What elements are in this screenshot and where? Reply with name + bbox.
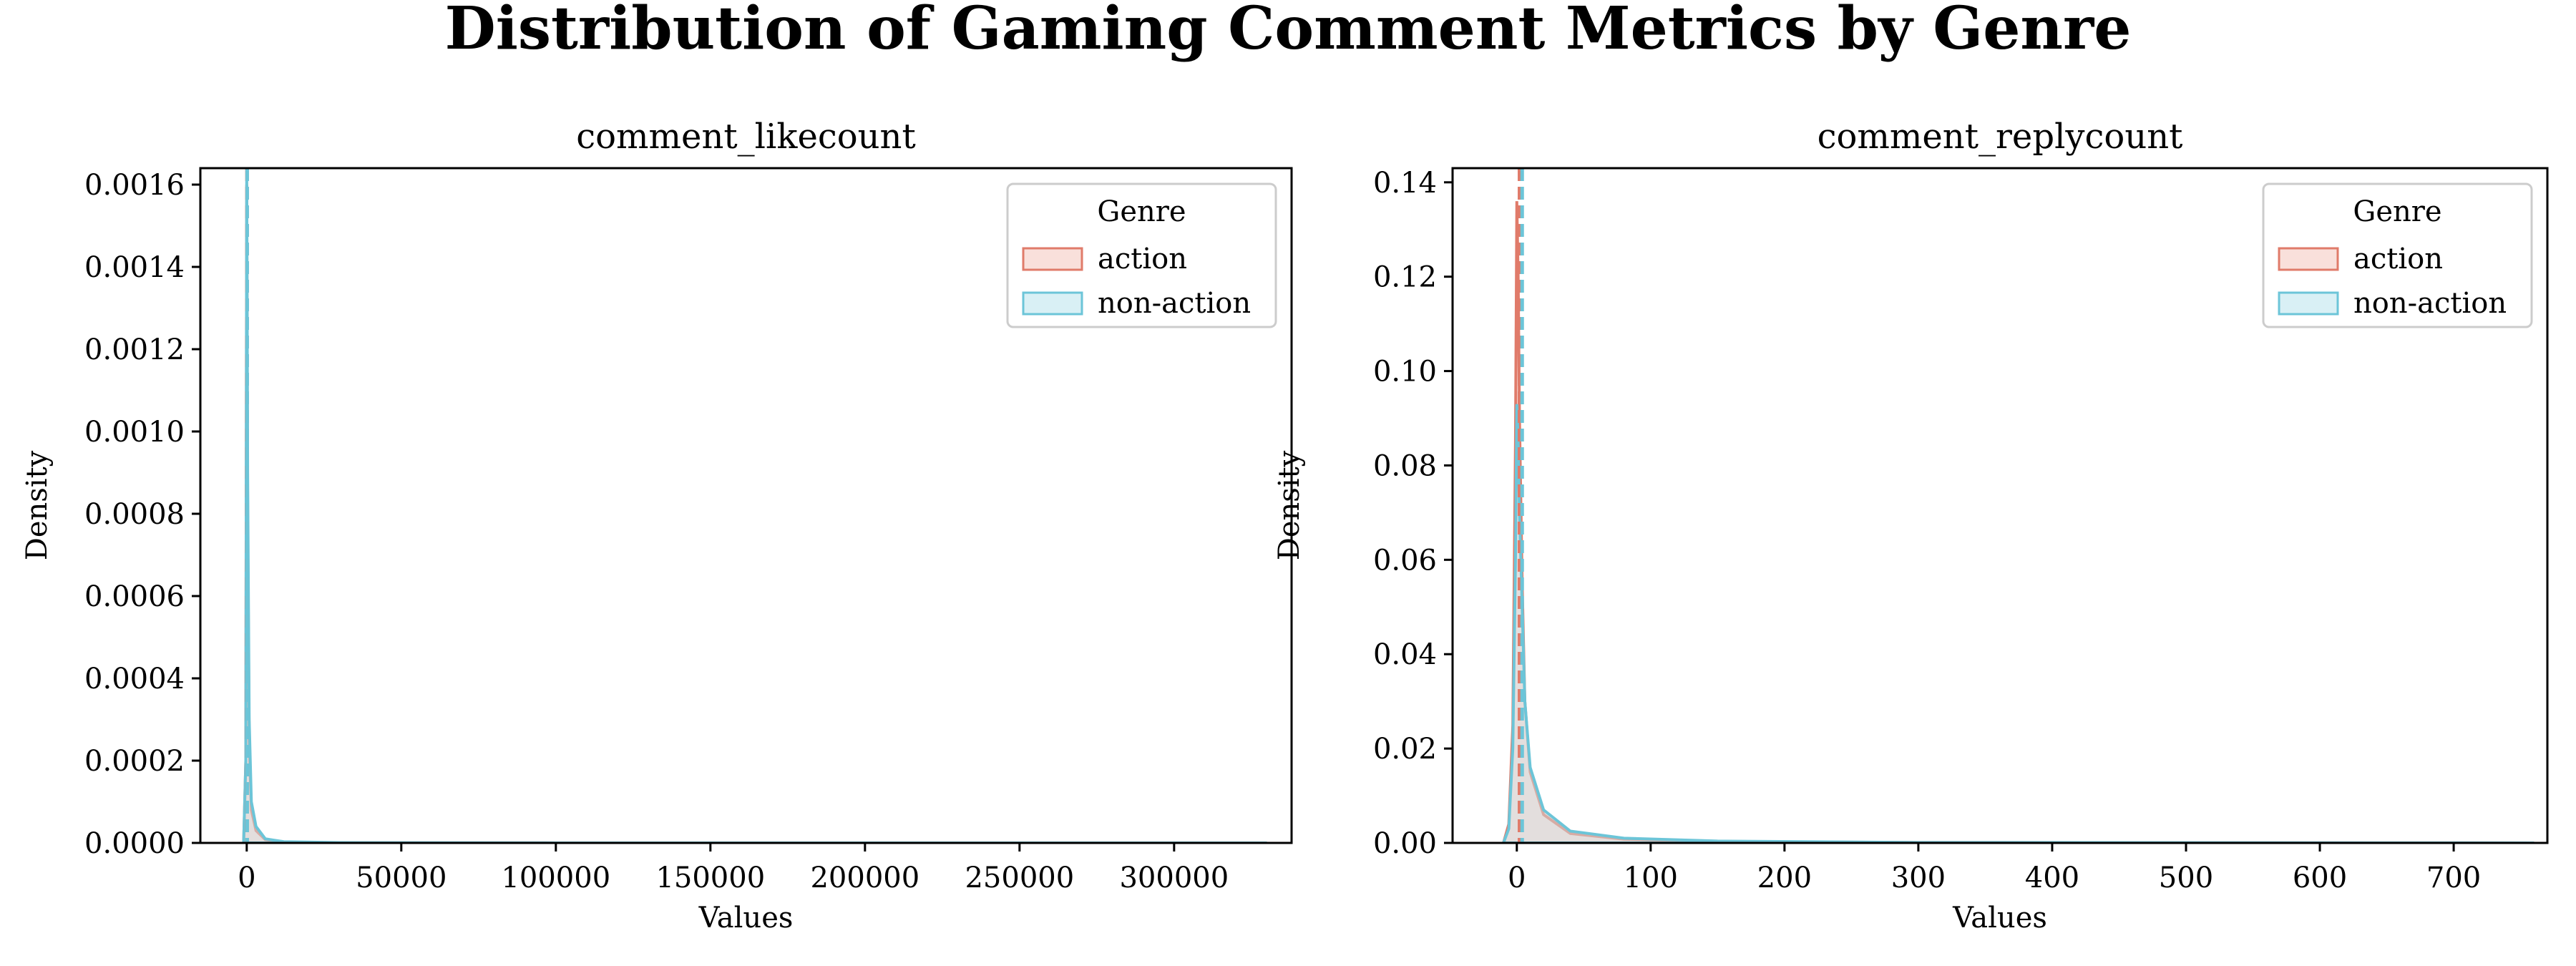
x-tick-label: 100 <box>1624 862 1678 894</box>
y-tick-label: 0.06 <box>1373 544 1437 577</box>
y-tick-label: 0.0004 <box>84 663 185 696</box>
y-tick-label: 0.0010 <box>84 416 185 449</box>
x-tick-label: 600 <box>2293 862 2347 894</box>
legend: Genre action non-action <box>1006 182 1277 328</box>
density-area-non-action <box>1501 404 2534 843</box>
y-tick-label: 0.14 <box>1373 167 1437 200</box>
x-tick-label: 500 <box>2159 862 2213 894</box>
x-tick-label: 300000 <box>1119 862 1229 894</box>
legend-swatch-action <box>2278 247 2339 271</box>
y-tick-label: 0.0008 <box>84 498 185 531</box>
legend-label-action: action <box>1098 243 1187 275</box>
legend-box <box>2262 182 2533 328</box>
y-axis-label: Density <box>1273 450 1306 560</box>
y-tick-label: 0.10 <box>1373 356 1437 389</box>
x-tick-label: 150000 <box>655 862 765 894</box>
y-tick-label: 0.0006 <box>84 580 185 613</box>
subplot-title: comment_likecount <box>576 117 916 157</box>
y-tick-label: 0.04 <box>1373 638 1437 671</box>
y-tick-label: 0.0012 <box>84 333 185 366</box>
x-tick-label: 400 <box>2025 862 2079 894</box>
x-tick-label: 0 <box>1508 862 1526 894</box>
legend-title: Genre <box>1097 195 1186 228</box>
x-axis-label: Values <box>1952 902 2047 935</box>
x-tick-label: 700 <box>2426 862 2481 894</box>
x-tick-label: 200000 <box>810 862 919 894</box>
legend-label-action: action <box>2353 243 2443 275</box>
y-tick-label: 0.0002 <box>84 745 185 778</box>
x-tick-label: 0 <box>238 862 255 894</box>
legend-title: Genre <box>2353 195 2441 228</box>
subplot-title: comment_replycount <box>1818 117 2183 157</box>
axes-frame <box>1451 167 2549 844</box>
legend-box <box>1006 182 1277 328</box>
x-tick-label: 250000 <box>965 862 1074 894</box>
subplot-1: 0 50000 100000 150000 200000 250000 300000 0.00… <box>21 117 1293 935</box>
legend: Genre action non-action <box>2262 182 2533 328</box>
y-tick-label: 0.0000 <box>84 827 185 860</box>
y-tick-label: 0.00 <box>1373 827 1437 860</box>
y-tick-label: 0.02 <box>1373 733 1437 766</box>
x-tick-label: 300 <box>1891 862 1946 894</box>
x-tick-label: 200 <box>1757 862 1812 894</box>
figure-title: Distribution of Gaming Comment Metrics b… <box>444 0 2132 63</box>
x-tick-label: 50000 <box>356 862 447 894</box>
legend-swatch-non-action <box>1022 291 1083 316</box>
legend-label-non-action: non-action <box>1098 287 1251 320</box>
x-axis-label: Values <box>698 902 794 935</box>
subplot-2: 0 100 200 300 400 500 600 700 0.00 0.02 0.04 0.06 0.… <box>1273 117 2549 935</box>
y-axis-label: Density <box>21 450 54 560</box>
legend-swatch-non-action <box>2278 291 2339 316</box>
y-tick-label: 0.08 <box>1373 449 1437 482</box>
legend-label-non-action: non-action <box>2353 287 2507 320</box>
y-tick-label: 0.12 <box>1373 261 1437 294</box>
axes-frame <box>199 167 1293 844</box>
x-tick-label: 100000 <box>501 862 610 894</box>
y-tick-label: 0.0016 <box>84 169 185 202</box>
plot-area <box>1501 168 2534 843</box>
legend-swatch-action <box>1022 247 1083 271</box>
y-tick-label: 0.0014 <box>84 251 185 284</box>
